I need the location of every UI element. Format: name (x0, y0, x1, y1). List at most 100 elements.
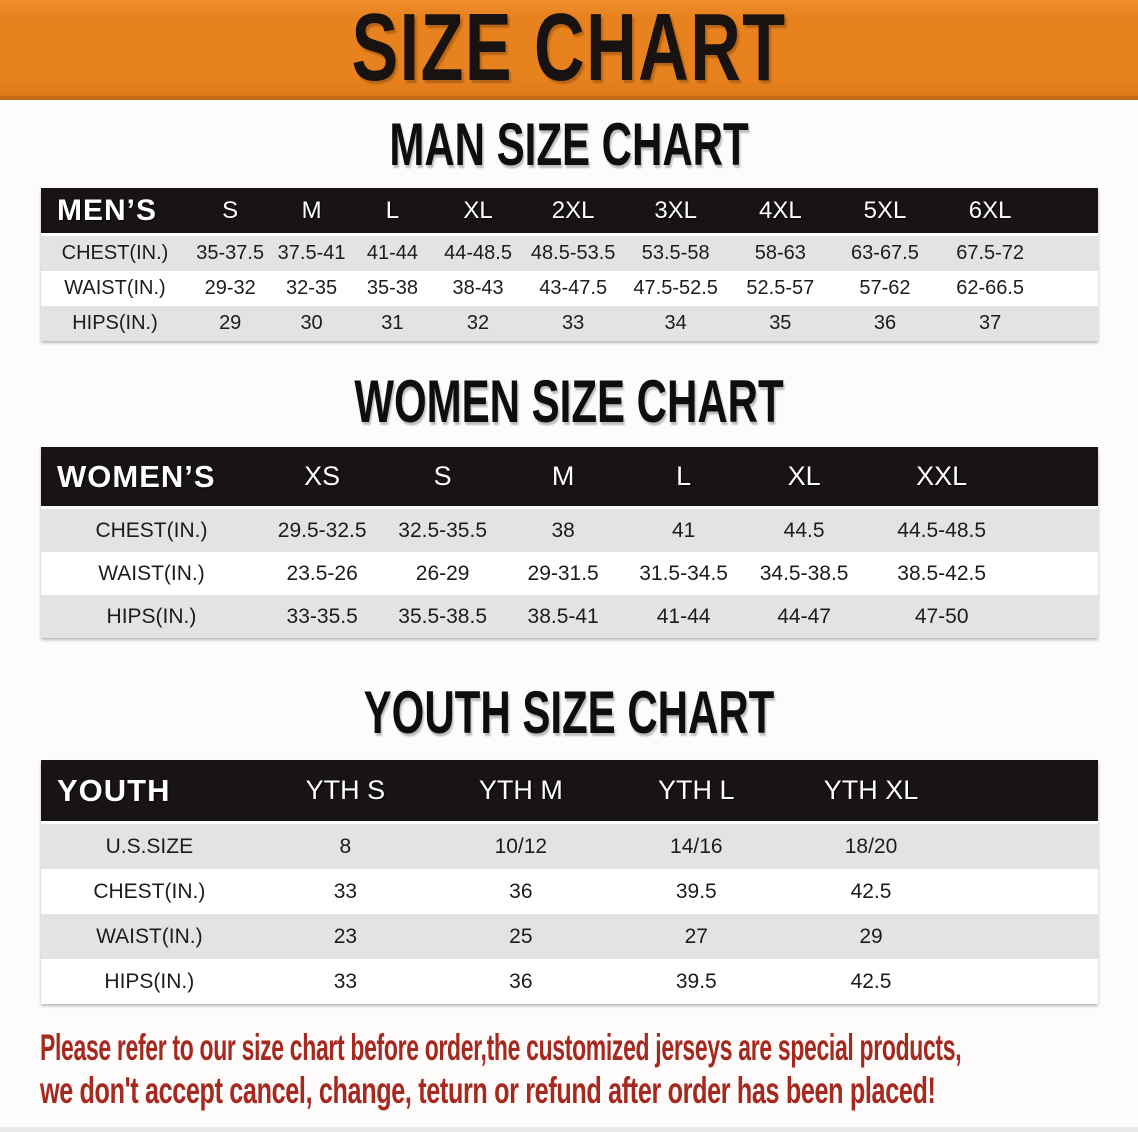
size-value: 35 (728, 306, 833, 341)
table-row: HIPS(IN.) 33-35.5 35.5-38.5 38.5-41 41-44 44-… (41, 595, 1098, 638)
size-value: 44-47 (743, 595, 865, 638)
size-column-header: M (502, 447, 624, 509)
size-value: 32-35 (271, 271, 352, 306)
size-value: 38.5-41 (502, 595, 624, 638)
size-value: 44.5 (743, 509, 865, 552)
size-value: 44-48.5 (433, 236, 523, 271)
size-value: 34.5-38.5 (743, 552, 865, 595)
size-column-header: XL (743, 447, 865, 509)
table-row: CHEST(IN.) 29.5-32.5 32.5-35.5 38 41 44.5 44.5… (41, 509, 1098, 552)
size-value: 38 (502, 509, 624, 552)
size-value: 37.5-41 (271, 236, 352, 271)
size-value: 41 (623, 509, 744, 552)
size-value: 33 (257, 869, 434, 914)
size-value: 29 (784, 914, 1098, 959)
size-value: 44.5-48.5 (864, 509, 1098, 552)
size-value: 57-62 (832, 271, 938, 306)
size-column-header: YTH L (608, 760, 785, 824)
size-column-header: XXL (864, 447, 1098, 509)
size-column-header: 2XL (522, 188, 624, 236)
size-column-header: XL (433, 188, 523, 236)
header-row: MEN’S S M L XL 2XL 3XL 4XL 5XL 6XL (41, 188, 1098, 236)
size-value: 41-44 (351, 236, 434, 271)
size-value: 63-67.5 (832, 236, 938, 271)
size-column-header: 5XL (832, 188, 938, 236)
size-value: 29.5-32.5 (261, 509, 383, 552)
women-section-title: WOMEN SIZE CHART (354, 368, 784, 435)
size-column-header: S (188, 188, 272, 236)
size-value: 52.5-57 (728, 271, 833, 306)
size-value: 18/20 (784, 824, 1098, 869)
size-value: 37 (937, 306, 1098, 341)
size-value: 36 (433, 869, 609, 914)
size-value: 32.5-35.5 (382, 509, 503, 552)
row-label: WAIST(IN.) (41, 271, 189, 306)
size-value: 39.5 (608, 959, 785, 1004)
size-column-header: 4XL (728, 188, 833, 236)
table-row: U.S.SIZE 8 10/12 14/16 18/20 (41, 824, 1098, 869)
row-label: CHEST(IN.) (41, 869, 258, 914)
size-value: 14/16 (608, 824, 785, 869)
size-value: 29 (188, 306, 272, 341)
row-label: HIPS(IN.) (41, 959, 258, 1004)
size-value: 41-44 (623, 595, 744, 638)
size-value: 23.5-26 (261, 552, 383, 595)
table-row: HIPS(IN.) 29 30 31 32 33 34 35 36 37 (41, 306, 1098, 341)
size-value: 25 (433, 914, 609, 959)
size-value: 47-50 (864, 595, 1098, 638)
row-label: CHEST(IN.) (41, 236, 189, 271)
size-value: 29-32 (188, 271, 272, 306)
table-row: WAIST(IN.) 23 25 27 29 (41, 914, 1098, 959)
size-value: 43-47.5 (522, 271, 624, 306)
banner-title: SIZE CHART (351, 0, 787, 101)
size-value: 33 (257, 959, 434, 1004)
size-column-header: L (351, 188, 434, 236)
size-value: 67.5-72 (937, 236, 1098, 271)
women-size-table: WOMEN’S XS S M L XL XXL CHEST(IN.) 29.5-32.5 32.5… (41, 447, 1098, 638)
row-label: HIPS(IN.) (41, 306, 189, 341)
size-value: 36 (433, 959, 609, 1004)
youth-size-table: YOUTH YTH S YTH M YTH L YTH XL U.S.SIZE 8 10/12… (41, 760, 1098, 1004)
size-value: 42.5 (784, 869, 1098, 914)
row-label: WAIST(IN.) (41, 552, 262, 595)
size-value: 33-35.5 (261, 595, 383, 638)
table-row: HIPS(IN.) 33 36 39.5 42.5 (41, 959, 1098, 1004)
size-value: 48.5-53.5 (522, 236, 624, 271)
size-value: 39.5 (608, 869, 785, 914)
youth-section-title: YOUTH SIZE CHART (363, 679, 775, 746)
size-value: 27 (608, 914, 785, 959)
row-label: WAIST(IN.) (41, 914, 258, 959)
table-row: WAIST(IN.) 23.5-26 26-29 29-31.5 31.5-34.5 34… (41, 552, 1098, 595)
size-value: 58-63 (728, 236, 833, 271)
size-value: 31 (351, 306, 434, 341)
size-value: 36 (832, 306, 938, 341)
size-column-header: S (382, 447, 503, 509)
size-value: 29-31.5 (502, 552, 624, 595)
row-label: HIPS(IN.) (41, 595, 262, 638)
size-value: 26-29 (382, 552, 503, 595)
bottom-edge-strip (0, 1127, 1138, 1132)
size-column-header: YTH XL (784, 760, 1098, 824)
size-value: 53.5-58 (623, 236, 728, 271)
disclaimer-line-2: we don't accept cancel, change, teturn o… (40, 1070, 936, 1111)
table-category-label: YOUTH (41, 760, 258, 824)
size-column-header: M (271, 188, 352, 236)
size-value: 33 (522, 306, 624, 341)
size-chart-banner: SIZE CHART (0, 0, 1138, 100)
header-row: WOMEN’S XS S M L XL XXL (41, 447, 1098, 509)
size-value: 62-66.5 (937, 271, 1098, 306)
size-column-header: YTH M (433, 760, 609, 824)
disclaimer-line-1: Please refer to our size chart before or… (40, 1027, 962, 1068)
size-value: 35.5-38.5 (382, 595, 503, 638)
row-label: CHEST(IN.) (41, 509, 262, 552)
size-value: 35-38 (351, 271, 434, 306)
size-column-header: 3XL (623, 188, 728, 236)
size-value: 38-43 (433, 271, 523, 306)
size-column-header: L (623, 447, 744, 509)
size-value: 23 (257, 914, 434, 959)
size-value: 35-37.5 (188, 236, 272, 271)
men-size-table: MEN’S S M L XL 2XL 3XL 4XL 5XL 6XL CHEST(IN.) 35-37… (41, 188, 1098, 341)
size-column-header: 6XL (937, 188, 1098, 236)
table-row: WAIST(IN.) 29-32 32-35 35-38 38-43 43-47.5 47.… (41, 271, 1098, 306)
disclaimer-text: Please refer to our size chart before or… (40, 1026, 1138, 1112)
